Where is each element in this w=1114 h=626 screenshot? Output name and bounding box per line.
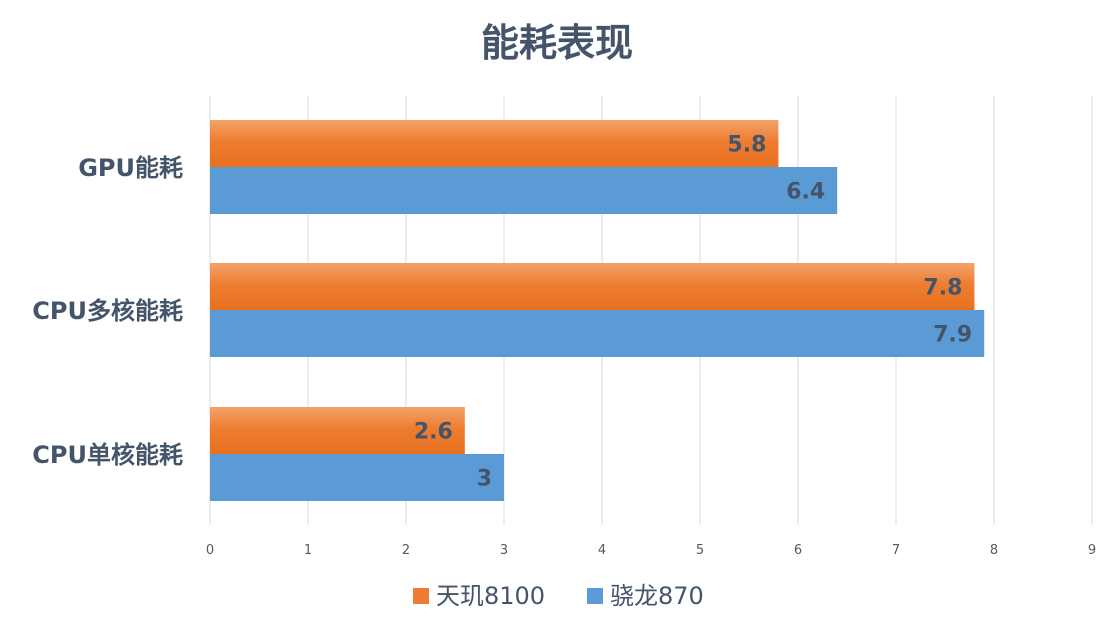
- legend-swatch-1: [413, 588, 429, 604]
- bar-series1-2: [210, 407, 465, 454]
- x-tick-label: 5: [696, 543, 704, 558]
- data-label: 7.8: [923, 276, 962, 301]
- data-labels: 5.8 6.4 7.8 7.9 2.6 3: [414, 133, 972, 492]
- data-label: 6.4: [786, 180, 825, 205]
- x-tick-label: 2: [402, 543, 410, 558]
- data-label: 2.6: [414, 420, 453, 445]
- x-tick-label: 7: [892, 543, 900, 558]
- legend: 天玑8100 骁龙870: [413, 582, 704, 610]
- data-label: 3: [477, 467, 492, 492]
- x-axis-tick-labels: 0 1 2 3 4 5 6 7 8 9: [206, 543, 1096, 558]
- legend-swatch-2: [587, 588, 603, 604]
- bar-series2-1: [210, 310, 985, 357]
- category-label: CPU多核能耗: [32, 297, 183, 325]
- bar-series2-2: [210, 454, 504, 501]
- bar-series1-1: [210, 263, 975, 310]
- x-tick-label: 1: [304, 543, 312, 558]
- data-label: 5.8: [727, 133, 766, 158]
- x-tick-label: 9: [1088, 543, 1096, 558]
- x-tick-label: 0: [206, 543, 214, 558]
- legend-label-2: 骁龙870: [610, 582, 704, 610]
- x-tick-label: 3: [500, 543, 508, 558]
- x-tick-label: 6: [794, 543, 802, 558]
- bars: [210, 120, 985, 501]
- category-label: GPU能耗: [78, 154, 183, 182]
- bar-series2-0: [210, 167, 838, 214]
- category-label: CPU单核能耗: [32, 441, 183, 469]
- legend-label-1: 天玑8100: [436, 582, 545, 610]
- bar-series1-0: [210, 120, 779, 167]
- x-tick-label: 8: [990, 543, 998, 558]
- x-tick-label: 4: [598, 543, 606, 558]
- chart-title: 能耗表现: [481, 21, 633, 65]
- category-labels: GPU能耗 CPU多核能耗 CPU单核能耗: [32, 154, 183, 469]
- data-label: 7.9: [933, 323, 972, 348]
